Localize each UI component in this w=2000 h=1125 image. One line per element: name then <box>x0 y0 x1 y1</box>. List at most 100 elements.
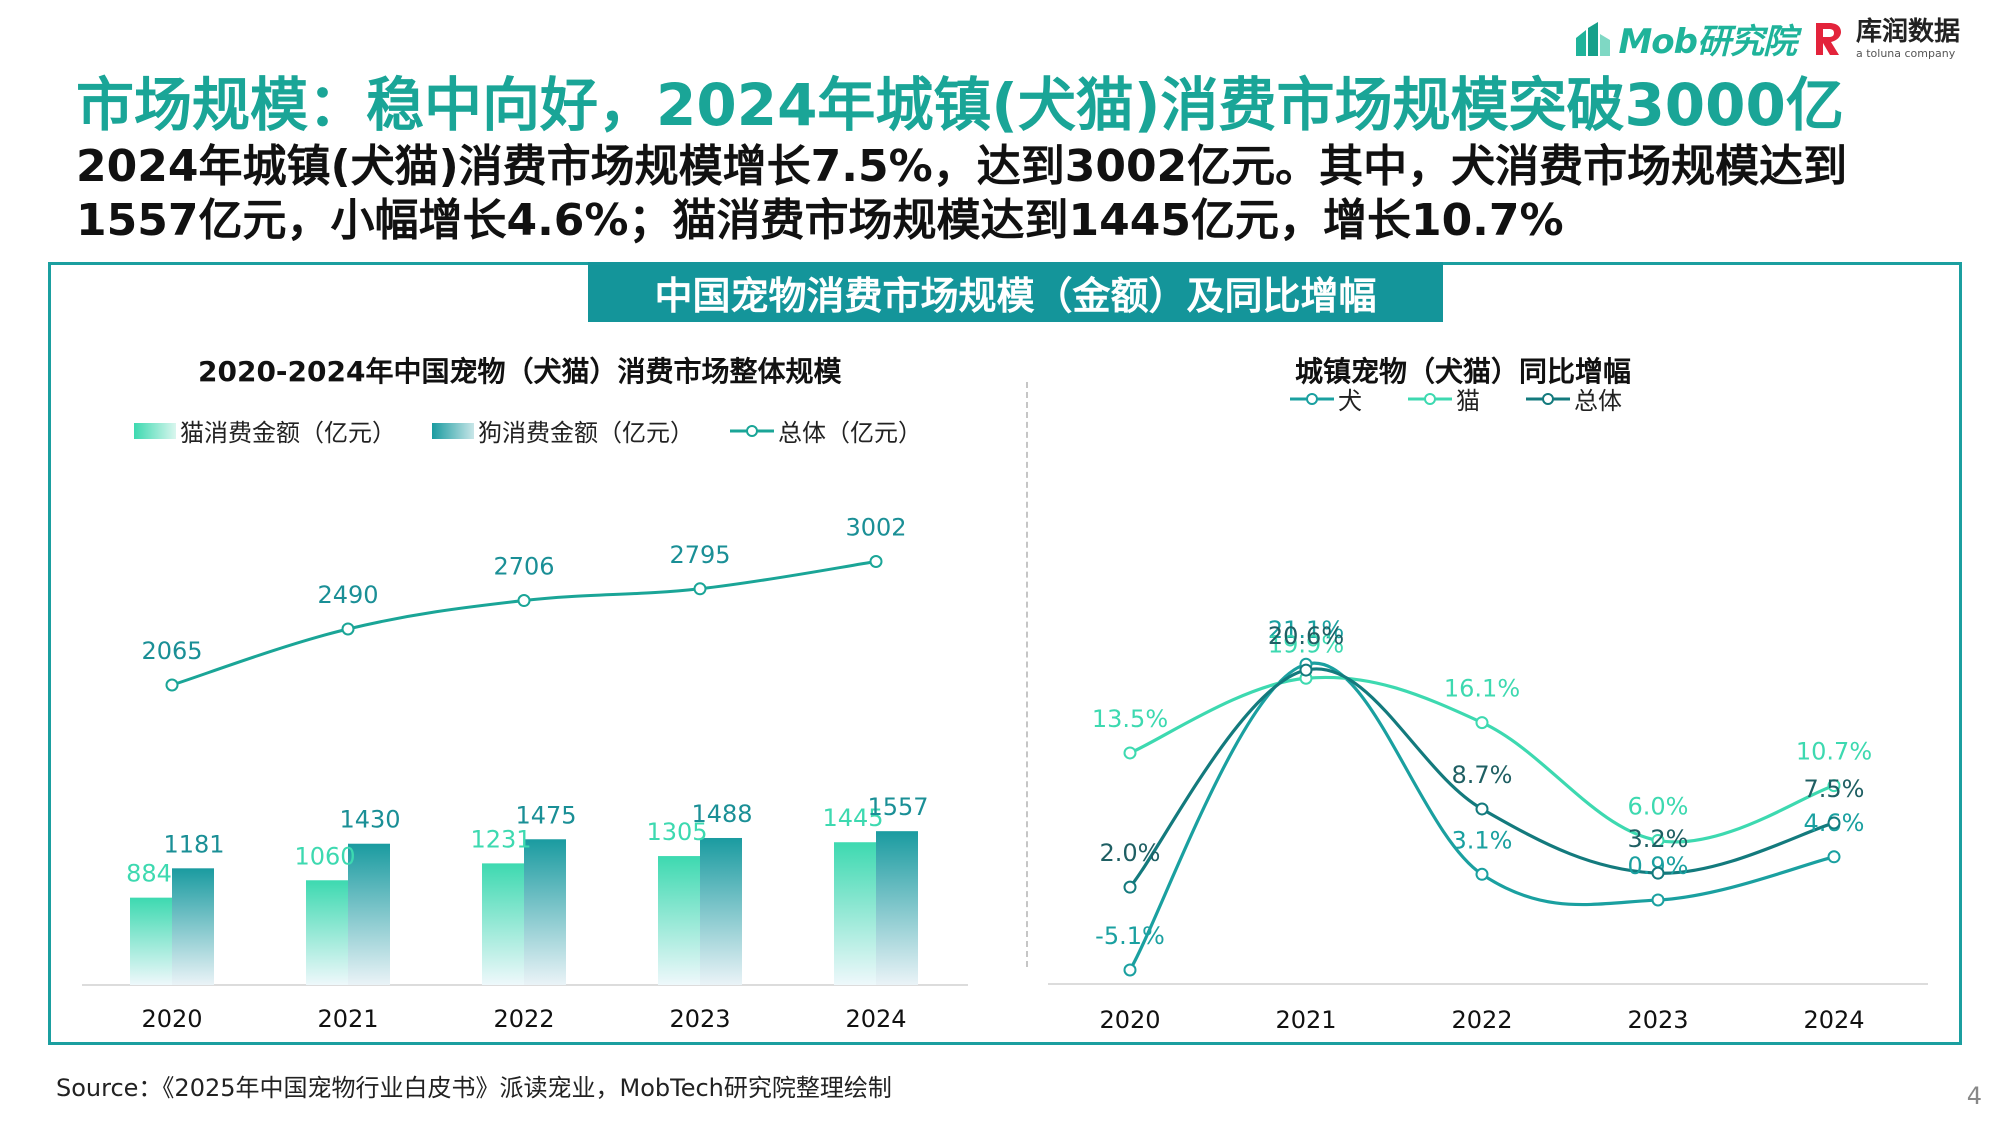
total-label: 3002 <box>845 514 906 542</box>
page-title: 市场规模：稳中向好，2024年城镇(犬猫)消费市场规模突破3000亿 <box>76 71 1844 139</box>
cat-growth-label: 6.0% <box>1628 792 1689 820</box>
total-growth-point <box>1651 866 1665 880</box>
legend-item-total-growth: 总体 <box>1526 381 1622 416</box>
bar-label-cat: 1305 <box>646 818 707 846</box>
dog-growth-label: -5.1% <box>1095 922 1165 950</box>
legend-item-total: 总体（亿元） <box>730 413 922 448</box>
chart-panel-header: 中国宠物消费市场规模（金额）及同比增幅 <box>588 262 1443 322</box>
bar-label-dog: 1488 <box>691 800 752 828</box>
dog-growth-label: 3.1% <box>1452 826 1513 854</box>
legend-swatch-dog <box>432 422 474 439</box>
legend-swatch-total-growth <box>1526 392 1570 405</box>
x-tick-label: 2020 <box>141 1005 202 1033</box>
page-subtitle: 2024年城镇(犬猫)消费市场规模增长7.5%，达到3002亿元。其中，犬消费市… <box>76 141 1848 246</box>
dog-growth-line <box>1128 661 1835 971</box>
dog-growth-point <box>1651 893 1665 907</box>
dog-growth-point <box>1475 867 1489 881</box>
brand-logos: Mob研究院 库润数据 a toluna company <box>1572 14 1960 63</box>
total-growth-label: 7.5% <box>1804 775 1865 803</box>
x-tick-label: 2024 <box>1803 1006 1864 1034</box>
dog-growth-label: 21.1% <box>1268 616 1344 644</box>
legend-item-dog: 狗消费金额（亿元） <box>432 413 694 448</box>
legend-label-dog-growth: 犬 <box>1338 387 1362 415</box>
cat-growth-label: 19.9% <box>1268 630 1344 658</box>
x-tick-label: 2023 <box>1627 1006 1688 1034</box>
kr-logo: 库润数据 a toluna company <box>1810 19 1960 59</box>
cat-growth-label: 16.1% <box>1444 675 1520 703</box>
kr-logo-title: 库润数据 <box>1855 16 1960 47</box>
legend-item-cat-growth: 猫 <box>1408 381 1480 416</box>
total-growth-label: 3.2% <box>1628 825 1689 853</box>
left-chart-legend: 猫消费金额（亿元） 狗消费金额（亿元） 总体（亿元） <box>134 413 922 448</box>
x-tick-label: 2021 <box>1275 1006 1336 1034</box>
total-growth-point <box>1475 802 1489 816</box>
total-point <box>869 555 883 569</box>
x-tick-label: 2020 <box>1099 1006 1160 1034</box>
kr-logo-icon <box>1811 20 1848 57</box>
total-growth-point <box>1827 816 1841 830</box>
legend-label-cat: 猫消费金额（亿元） <box>180 419 396 447</box>
legend-label-dog: 狗消费金额（亿元） <box>478 419 694 447</box>
dog-growth-point <box>1123 963 1137 977</box>
bar-dog <box>700 837 742 985</box>
total-point <box>165 678 179 692</box>
x-tick-label: 2022 <box>1451 1006 1512 1034</box>
left-chart-title: 2020-2024年中国宠物（犬猫）消费市场整体规模 <box>198 355 842 388</box>
total-growth-label: 20.6% <box>1268 622 1344 650</box>
total-label: 2490 <box>317 581 378 609</box>
bar-dog <box>172 868 214 985</box>
bar-label-dog: 1557 <box>867 793 928 821</box>
bar-label-cat: 1231 <box>470 825 531 853</box>
bar-label-dog: 1430 <box>339 806 400 834</box>
legend-swatch-total <box>730 424 774 437</box>
bar-cat <box>306 880 348 985</box>
legend-label-total: 总体（亿元） <box>778 419 922 447</box>
total-growth-line <box>1128 667 1835 889</box>
x-tick-label: 2022 <box>493 1005 554 1033</box>
panel-divider <box>1026 382 1028 967</box>
bar-label-dog: 1475 <box>515 801 576 829</box>
kr-logo-subtitle: a toluna company <box>1855 46 1956 60</box>
total-point <box>517 594 531 608</box>
bar-cat <box>130 897 172 985</box>
legend-swatch-cat <box>134 422 176 439</box>
page-number: 4 <box>1966 1082 1982 1110</box>
total-point <box>341 622 355 636</box>
mob-logo: Mob研究院 <box>1572 14 1797 63</box>
total-label: 2795 <box>669 541 730 569</box>
source-note: Source：《2025年中国宠物行业白皮书》派读宠业，MobTech研究院整理… <box>56 1074 892 1102</box>
total-label: 2706 <box>493 553 554 581</box>
x-tick-label: 2021 <box>317 1005 378 1033</box>
total-growth-point <box>1299 663 1313 677</box>
total-growth-label: 2.0% <box>1100 839 1161 867</box>
legend-swatch-dog-growth <box>1290 392 1334 405</box>
total-point <box>693 582 707 596</box>
mob-logo-text: Mob研究院 <box>1618 22 1797 62</box>
bar-cat <box>658 856 700 985</box>
bar-dog <box>524 839 566 985</box>
cat-growth-point <box>1651 833 1665 847</box>
bar-label-dog: 1181 <box>163 830 224 858</box>
market-size-chart: 8841181202010601430202112311475202213051… <box>82 514 968 1033</box>
total-growth-point <box>1123 880 1137 894</box>
legend-item-cat: 猫消费金额（亿元） <box>134 413 396 448</box>
cat-growth-point <box>1123 746 1137 760</box>
dog-growth-point <box>1827 850 1841 864</box>
cat-growth-label: 10.7% <box>1796 738 1872 766</box>
bar-cat <box>482 863 524 985</box>
bar-dog <box>876 831 918 985</box>
cat-growth-label: 13.5% <box>1092 705 1168 733</box>
x-tick-label: 2024 <box>845 1005 906 1033</box>
right-chart-title: 城镇宠物（犬猫）同比增幅 <box>1295 355 1632 388</box>
legend-label-total-growth: 总体 <box>1574 387 1622 415</box>
bar-dog <box>348 843 390 985</box>
cat-growth-point <box>1475 716 1489 730</box>
cat-growth-point <box>1827 779 1841 793</box>
growth-rate-chart: 20202021202220232024-5.1%21.1%3.1%0.9%4.… <box>1048 616 1928 1034</box>
bar-cat <box>834 842 876 985</box>
legend-label-cat-growth: 猫 <box>1456 387 1480 415</box>
mob-logo-icon <box>1576 21 1611 56</box>
bar-label-cat: 884 <box>126 860 172 888</box>
total-label: 2065 <box>141 637 202 665</box>
bar-label-cat: 1060 <box>294 842 355 870</box>
